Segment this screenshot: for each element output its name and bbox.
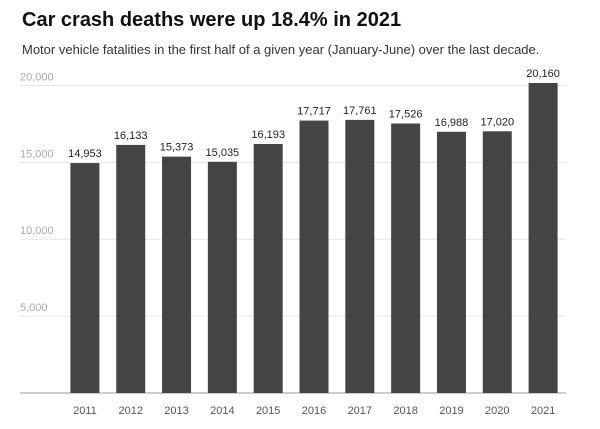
bar <box>391 123 421 393</box>
bar <box>70 163 100 393</box>
x-tick-label: 2015 <box>256 405 280 417</box>
data-label: 16,193 <box>251 129 285 141</box>
chart-subtitle: Motor vehicle fatalities in the first ha… <box>22 42 540 57</box>
bars <box>70 83 558 394</box>
bar <box>116 144 146 393</box>
data-label: 20,160 <box>526 68 560 80</box>
bar <box>436 131 466 393</box>
y-tick-label: 5,000 <box>20 302 48 314</box>
y-tick-label: 20,000 <box>20 71 54 83</box>
y-tick-label: 10,000 <box>20 225 54 237</box>
x-tick-label: 2011 <box>73 405 97 417</box>
x-tick-label: 2012 <box>118 405 142 417</box>
bar <box>162 156 192 393</box>
bar <box>207 161 237 393</box>
data-label: 17,526 <box>389 109 423 121</box>
x-tick-label: 2016 <box>302 405 326 417</box>
x-tick-label: 2017 <box>348 405 372 417</box>
labels: 5,000 10,000 15,000 20,000 14,953 2011 16,133 2… <box>20 68 560 417</box>
bar <box>253 144 283 393</box>
data-label: 16,133 <box>114 130 148 142</box>
data-label: 17,761 <box>343 105 377 117</box>
x-tick-label: 2014 <box>210 405 234 417</box>
y-tick-label: 15,000 <box>20 148 54 160</box>
x-tick-label: 2019 <box>439 405 463 417</box>
data-label: 16,988 <box>435 117 469 129</box>
bar <box>299 120 329 393</box>
x-tick-label: 2018 <box>393 405 417 417</box>
x-tick-label: 2013 <box>164 405 188 417</box>
bar <box>528 83 558 393</box>
chart-title: Car crash deaths were up 18.4% in 2021 <box>22 9 402 31</box>
data-label: 17,717 <box>297 106 331 118</box>
x-tick-label: 2020 <box>485 405 509 417</box>
data-label: 15,373 <box>160 142 194 154</box>
data-label: 17,020 <box>480 116 514 128</box>
data-label: 14,953 <box>68 148 102 160</box>
gridlines <box>20 84 566 394</box>
bar <box>482 131 512 393</box>
data-label: 15,035 <box>206 147 240 159</box>
bar <box>345 119 375 394</box>
x-tick-label: 2021 <box>531 405 555 417</box>
